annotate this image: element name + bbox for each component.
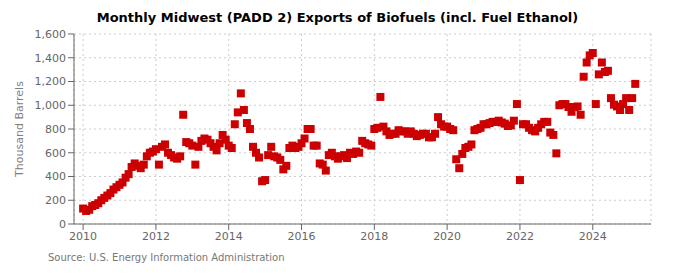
svg-text:2018: 2018 [360, 230, 388, 243]
svg-text:2010: 2010 [69, 230, 97, 243]
svg-text:1,600: 1,600 [35, 28, 67, 41]
svg-text:2020: 2020 [433, 230, 461, 243]
svg-text:2014: 2014 [215, 230, 243, 243]
svg-text:600: 600 [45, 147, 66, 160]
svg-text:2022: 2022 [506, 230, 534, 243]
svg-text:2024: 2024 [579, 230, 607, 243]
html-text:Monthly Midwest (PADD 2) Expor: Monthly Midwest (PADD 2) Exports of Biof… [96, 10, 579, 25]
svg-text:1,200: 1,200 [35, 75, 67, 88]
svg-text:0: 0 [59, 218, 66, 231]
svg-text:200: 200 [45, 194, 66, 207]
svg-text:400: 400 [45, 170, 66, 183]
svg-text:1,000: 1,000 [35, 99, 67, 112]
svg-text:Thousand Barrels: Thousand Barrels [13, 81, 26, 178]
svg-text:800: 800 [45, 123, 66, 136]
html-text:Source: U.S. Energy Informatio: Source: U.S. Energy Information Administ… [48, 252, 285, 263]
svg-text:1,400: 1,400 [35, 52, 67, 65]
svg-text:2012: 2012 [142, 230, 170, 243]
svg-text:2016: 2016 [288, 230, 316, 243]
